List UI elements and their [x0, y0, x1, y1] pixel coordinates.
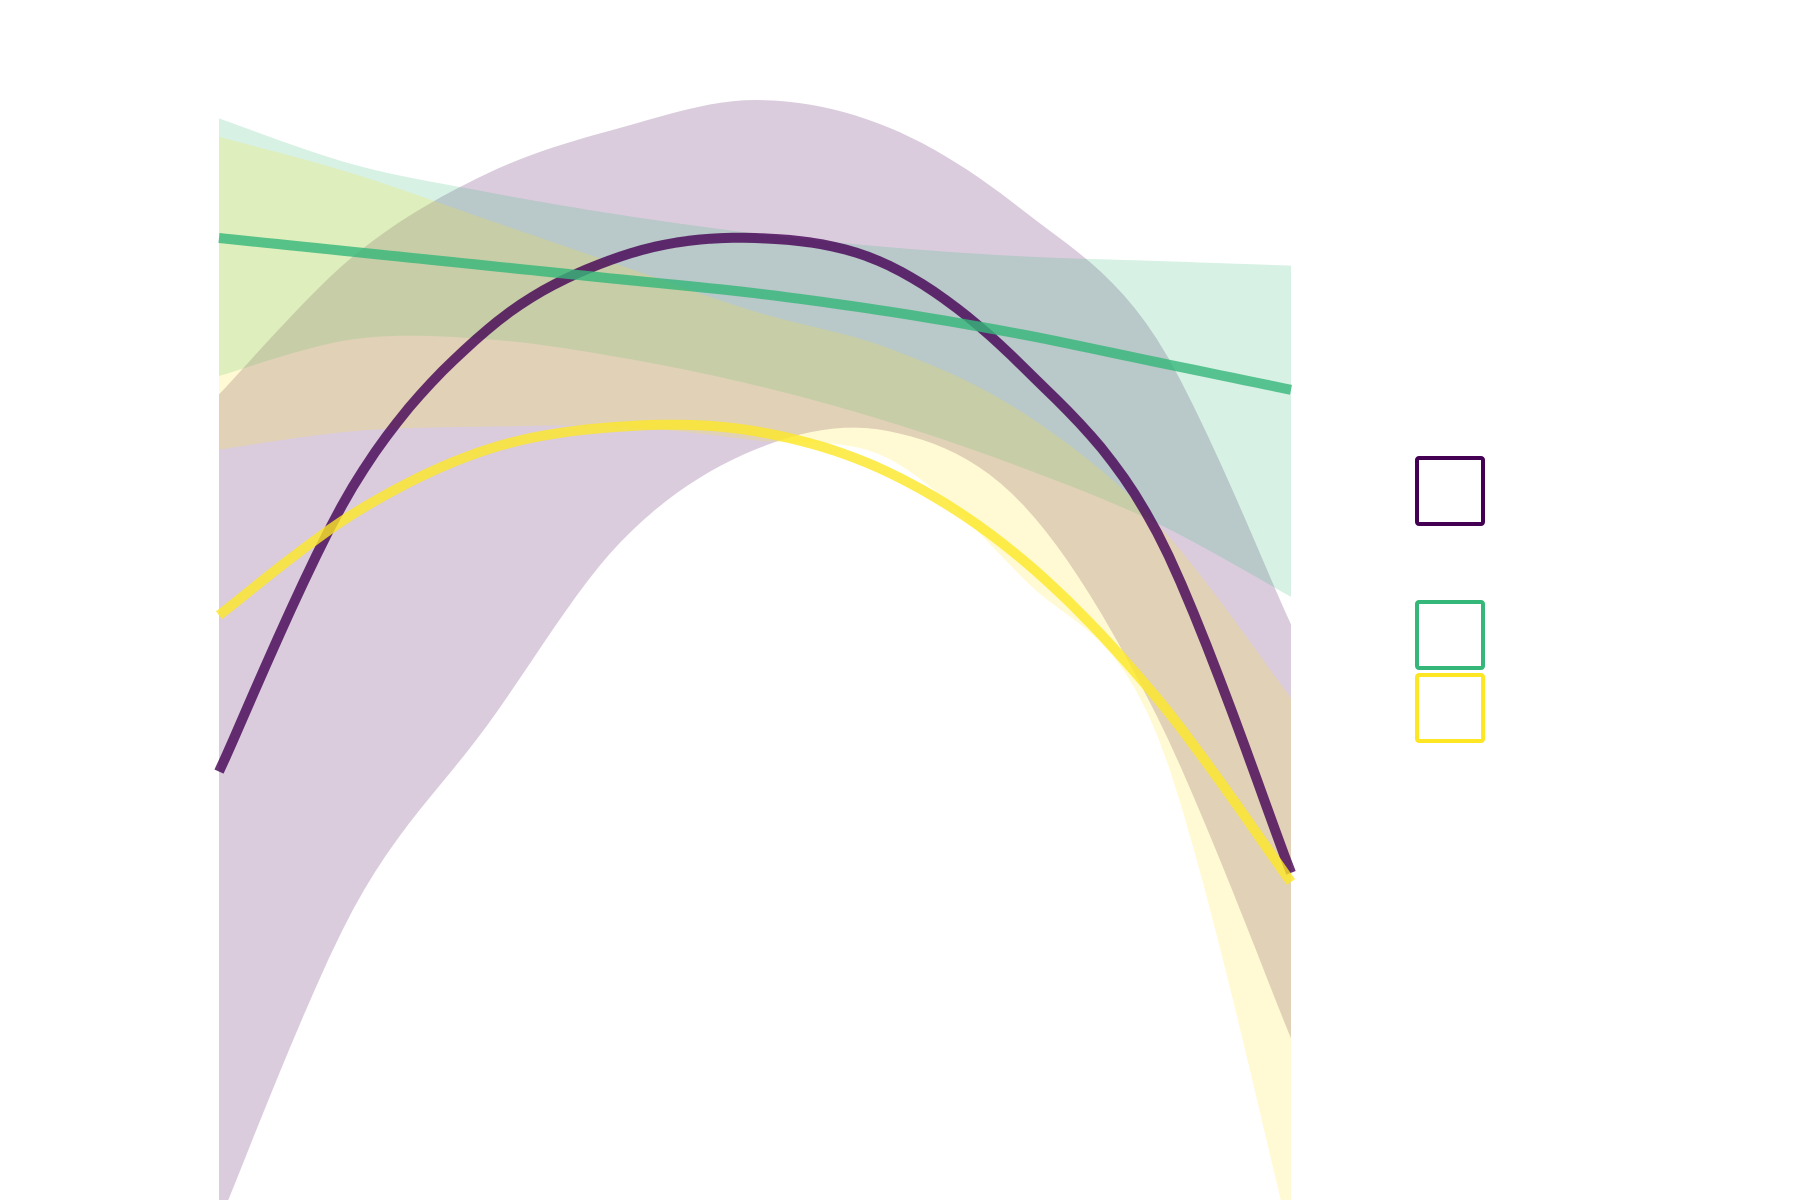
confidence-band-1: [219, 100, 1291, 1200]
series-line-2: [218, 233, 1292, 395]
series-line-1: [214, 232, 1296, 875]
legend-swatch-1: [1415, 456, 1485, 526]
legend: [1415, 456, 1485, 743]
legend-swatch-2: [1415, 600, 1485, 670]
confidence-band-3: [219, 136, 1291, 1200]
legend-swatch-3: [1415, 673, 1485, 743]
series-lines: [214, 232, 1296, 885]
confidence-bands: [219, 100, 1291, 1200]
series-line-3: [215, 419, 1296, 885]
confidence-band-2: [219, 118, 1291, 597]
